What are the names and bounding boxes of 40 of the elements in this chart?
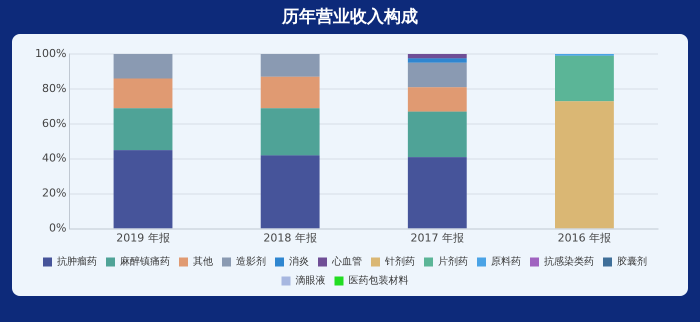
bar <box>114 54 172 78</box>
bar <box>260 155 320 228</box>
bar <box>114 108 172 150</box>
x-tick-label: 2016 年报 <box>558 231 612 244</box>
legend-label: 其他 <box>193 256 213 268</box>
x-tick-label: 2018 年报 <box>263 231 317 244</box>
legend-label: 心血管 <box>331 256 362 268</box>
chart-title: 历年营业收入构成 <box>280 6 419 28</box>
y-tick-label: 20% <box>42 186 66 200</box>
bar <box>408 112 467 158</box>
bar <box>408 62 467 88</box>
bar <box>260 54 320 77</box>
y-tick-label: 0% <box>48 222 66 235</box>
x-tick-label: 2019 年报 <box>116 231 170 244</box>
y-tick-label: 80% <box>42 82 66 95</box>
x-tick-label: 2017 年报 <box>410 231 464 244</box>
bar <box>408 54 467 58</box>
legend-label: 片剂药 <box>438 256 468 268</box>
y-tick-label: 100% <box>34 46 66 60</box>
bar <box>555 56 614 102</box>
legend-label: 造影剂 <box>236 256 266 268</box>
y-tick-label: 40% <box>42 152 66 165</box>
bar <box>408 157 467 228</box>
bar <box>408 58 467 63</box>
bar <box>555 101 614 228</box>
bar <box>114 78 172 108</box>
legend-label: 医药包装材料 <box>348 274 408 287</box>
legend-label: 抗肿瘤药 <box>57 256 97 268</box>
legend-label: 消炎 <box>289 256 309 268</box>
bar <box>260 76 320 108</box>
legend-label: 原料药 <box>491 256 521 268</box>
legend-label: 针剂药 <box>384 256 415 268</box>
legend-label: 麻醉镇痛药 <box>120 256 170 268</box>
legend-label: 滴眼液 <box>296 274 326 287</box>
bar <box>260 108 320 156</box>
y-tick-label: 60% <box>42 116 66 130</box>
bar <box>114 150 172 228</box>
bar <box>408 87 467 112</box>
legend-label: 抗感染类药 <box>544 256 594 268</box>
legend-label: 胶囊剂 <box>617 256 647 268</box>
